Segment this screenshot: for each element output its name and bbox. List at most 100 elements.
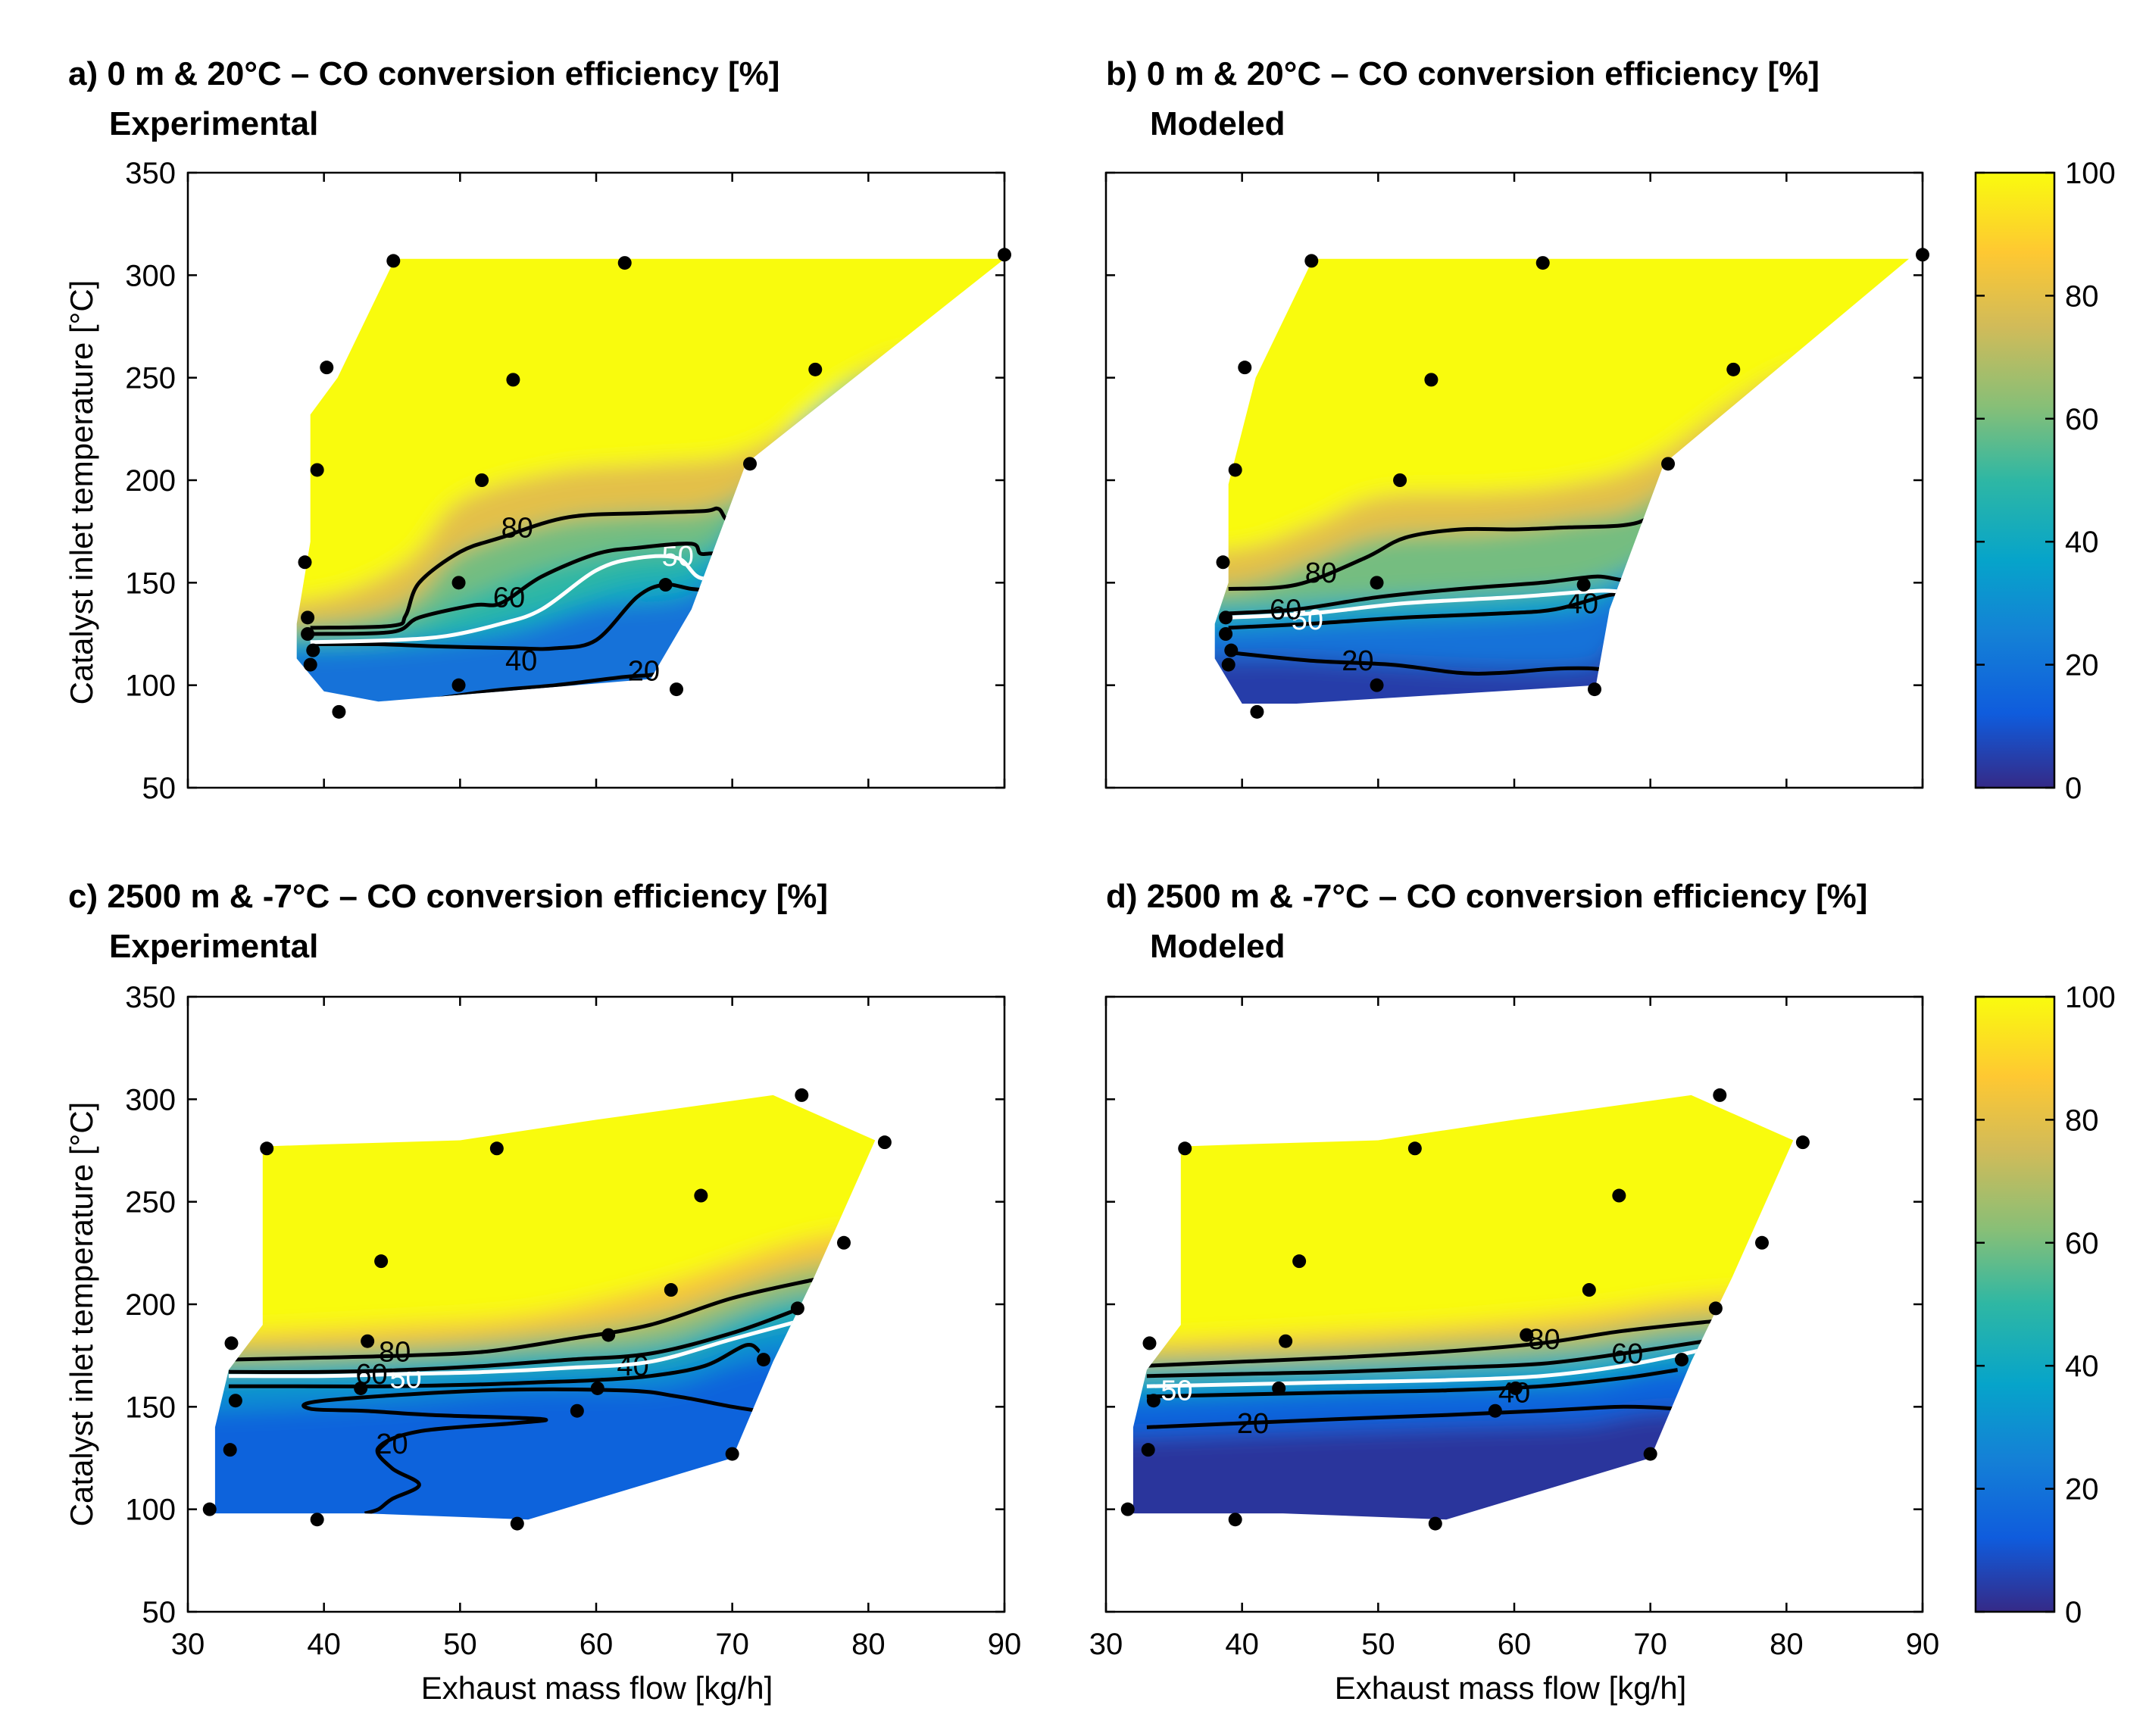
x-axis-label-left: Exhaust mass flow [kg/h] <box>421 1670 773 1706</box>
data-point <box>1221 657 1236 672</box>
data-point <box>1576 578 1591 592</box>
colorbar-tick-label: 20 <box>2065 1473 2099 1507</box>
y-tick-label: 100 <box>125 670 176 703</box>
contour-line-20 <box>1146 1404 1678 1429</box>
x-tick-label: 40 <box>307 1628 341 1661</box>
heatmap-field <box>1214 258 1909 704</box>
data-point <box>451 678 466 692</box>
contour-line-40 <box>228 1343 761 1388</box>
data-point <box>756 1353 770 1367</box>
data-point <box>670 682 684 697</box>
data-point <box>1508 1381 1523 1395</box>
y-tick-label: 200 <box>125 1288 176 1322</box>
y-tick-label: 50 <box>142 772 177 805</box>
contour-label-60: 60 <box>1611 1338 1643 1370</box>
data-point <box>1279 1334 1293 1348</box>
contour-line-50 <box>228 1319 801 1378</box>
data-point <box>1726 362 1741 376</box>
colorbar-bottom: 0 20 40 60 80 100 <box>1974 981 2116 1629</box>
data-point <box>1216 555 1230 570</box>
data-point <box>1238 361 1252 375</box>
data-point <box>510 1516 524 1531</box>
data-point <box>1250 704 1264 719</box>
data-point <box>1612 1188 1626 1203</box>
x-tick-label: 60 <box>579 1628 614 1661</box>
contour-line-50 <box>310 554 761 645</box>
data-point <box>1535 256 1550 270</box>
data-point <box>658 578 673 592</box>
panel-a-subtitle: Experimental <box>109 105 318 142</box>
x-tick-label: 50 <box>1361 1628 1395 1661</box>
heatmap-field <box>214 1094 876 1520</box>
contour-label-60: 60 <box>1270 595 1301 626</box>
heatmap-band <box>1132 1094 1794 1342</box>
data-point <box>601 1328 616 1342</box>
x-tick-label: 60 <box>1498 1628 1532 1661</box>
y-tick-label: 300 <box>125 259 176 292</box>
data-point <box>1272 1381 1286 1395</box>
x-tick-label: 80 <box>1770 1628 1804 1661</box>
contour-label-20: 20 <box>1237 1408 1269 1440</box>
data-point <box>743 457 758 471</box>
data-point <box>386 254 401 268</box>
x-tick-label: 30 <box>171 1628 205 1661</box>
y-tick-label: 300 <box>125 1083 176 1116</box>
colorbar-tick-label: 60 <box>2065 1227 2099 1260</box>
data-point <box>1713 1088 1727 1102</box>
contour-line-60 <box>1146 1337 1719 1378</box>
contour-line-50 <box>1146 1347 1706 1388</box>
data-point <box>489 1141 504 1156</box>
heatmap-field <box>1132 1094 1794 1520</box>
contour-line-20 <box>1228 650 1610 676</box>
data-point <box>1661 457 1676 471</box>
colorbar-tick-label: 0 <box>2065 1596 2082 1629</box>
colorbar-tick-label: 20 <box>2065 649 2099 682</box>
colorbar-tick-label: 80 <box>2065 279 2099 313</box>
data-point <box>1588 682 1602 697</box>
data-point <box>790 1301 804 1316</box>
colorbar-tick-label: 80 <box>2065 1104 2099 1137</box>
contour-label-20: 20 <box>1342 645 1373 677</box>
data-point <box>1488 1403 1502 1418</box>
data-point <box>808 362 823 376</box>
data-point <box>1520 1328 1534 1342</box>
y-tick-label: 150 <box>125 1391 176 1424</box>
y-tick-label: 150 <box>125 567 176 600</box>
data-point <box>301 610 315 625</box>
data-point <box>1146 1394 1161 1408</box>
data-point <box>224 1336 239 1350</box>
colorbar-tick-label: 40 <box>2065 1350 2099 1383</box>
colorbar-tick-label: 60 <box>2065 403 2099 436</box>
data-point <box>1407 1141 1422 1156</box>
data-point <box>1219 627 1233 641</box>
x-tick-label: 90 <box>1906 1628 1940 1661</box>
y-tick-label: 200 <box>125 464 176 498</box>
data-point <box>590 1381 604 1395</box>
data-point <box>1674 1353 1688 1367</box>
y-tick-label: 350 <box>125 157 176 190</box>
y-axis-label-top: Catalyst inlet temperature [°C] <box>64 280 99 705</box>
colorbar-gradient <box>1974 995 2056 1613</box>
colorbar-tick-label: 100 <box>2065 981 2116 1014</box>
x-tick-label: 50 <box>443 1628 477 1661</box>
x-tick-label: 70 <box>715 1628 749 1661</box>
data-point <box>1643 1447 1657 1461</box>
panel-b-subtitle: Modeled <box>1150 105 1285 142</box>
data-point <box>1228 463 1242 477</box>
data-point <box>301 627 315 641</box>
data-point <box>1370 576 1384 590</box>
data-point <box>332 704 346 719</box>
colorbar-tick-label: 0 <box>2065 772 2082 805</box>
panel-c: c) 2500 m & -7°C – CO conversion efficie… <box>68 878 1021 1661</box>
data-point <box>506 373 520 387</box>
data-point <box>260 1141 274 1156</box>
data-point <box>694 1188 708 1203</box>
panel-c-title: c) 2500 m & -7°C – CO conversion efficie… <box>68 878 828 915</box>
data-point <box>664 1283 678 1297</box>
y-tick-label: 100 <box>125 1494 176 1527</box>
contour-line-40 <box>310 582 719 651</box>
contour-label-60: 60 <box>493 582 525 614</box>
